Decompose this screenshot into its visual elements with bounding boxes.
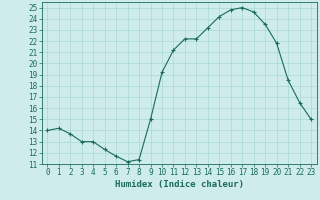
X-axis label: Humidex (Indice chaleur): Humidex (Indice chaleur) (115, 180, 244, 189)
